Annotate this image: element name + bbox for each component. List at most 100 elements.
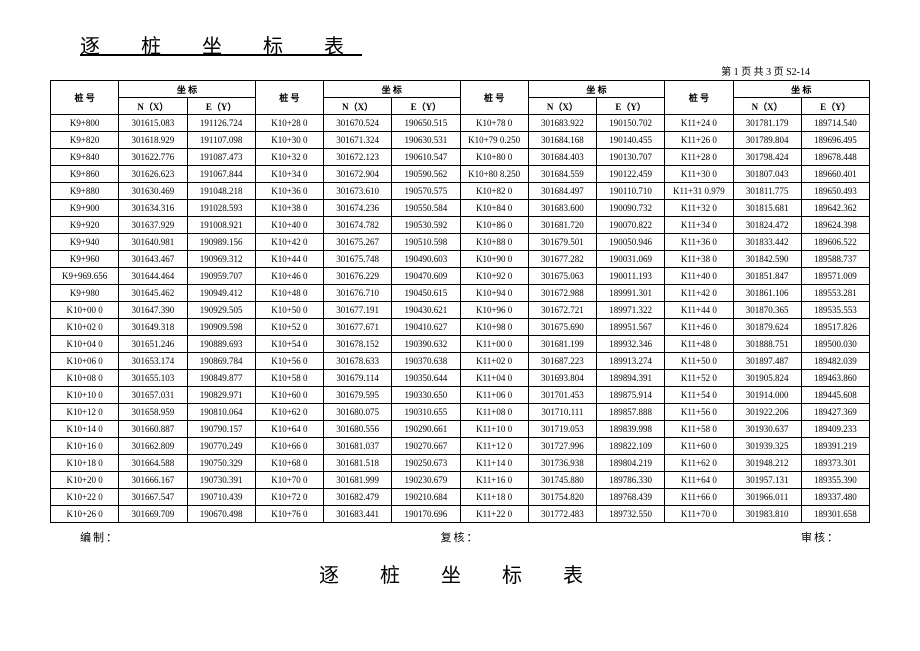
cell: 301675.063 bbox=[528, 268, 596, 285]
cell: K10+80 8.250 bbox=[460, 166, 528, 183]
cell: K10+50 0 bbox=[255, 302, 323, 319]
hdr-ey: E（Y） bbox=[392, 98, 460, 115]
cell: K11+50 0 bbox=[665, 353, 733, 370]
cell: 301679.595 bbox=[324, 387, 392, 404]
cell: 301679.114 bbox=[324, 370, 392, 387]
cell: K10+98 0 bbox=[460, 319, 528, 336]
cell: 301833.442 bbox=[733, 234, 801, 251]
cell: 189678.448 bbox=[801, 149, 869, 166]
hdr-nx: N（X） bbox=[324, 98, 392, 115]
cell: 301658.959 bbox=[119, 404, 187, 421]
cell: 301719.053 bbox=[528, 421, 596, 438]
table-row: K9+880301630.469191048.218K10+36 0301673… bbox=[51, 183, 870, 200]
cell: K11+28 0 bbox=[665, 149, 733, 166]
cell: K11+56 0 bbox=[665, 404, 733, 421]
cell: K11+24 0 bbox=[665, 115, 733, 132]
cell: K10+12 0 bbox=[51, 404, 119, 421]
table-row: K10+10 0301657.031190829.971K10+60 03016… bbox=[51, 387, 870, 404]
cell: 301948.212 bbox=[733, 455, 801, 472]
cell: K10+40 0 bbox=[255, 217, 323, 234]
cell: 301922.206 bbox=[733, 404, 801, 421]
cell: K10+78 0 bbox=[460, 115, 528, 132]
cell: K11+40 0 bbox=[665, 268, 733, 285]
cell: 189894.391 bbox=[597, 370, 665, 387]
cell: 189427.369 bbox=[801, 404, 869, 421]
cell: 189373.301 bbox=[801, 455, 869, 472]
cell: K11+32 0 bbox=[665, 200, 733, 217]
cell: 191067.844 bbox=[187, 166, 255, 183]
hdr-coord: 坐 标 bbox=[119, 81, 256, 98]
cell: K9+820 bbox=[51, 132, 119, 149]
cell: 190510.598 bbox=[392, 234, 460, 251]
cell: 189786.330 bbox=[597, 472, 665, 489]
coord-table: 桩 号 坐 标 桩 号 坐 标 桩 号 坐 标 桩 号 坐 标 N（X） E（Y… bbox=[50, 80, 870, 523]
cell: K10+06 0 bbox=[51, 353, 119, 370]
cell: 191107.098 bbox=[187, 132, 255, 149]
cell: 301672.721 bbox=[528, 302, 596, 319]
cell: 190570.575 bbox=[392, 183, 460, 200]
cell: 190090.732 bbox=[597, 200, 665, 217]
cell: K10+82 0 bbox=[460, 183, 528, 200]
cell: 301674.782 bbox=[324, 217, 392, 234]
cell: K10+00 0 bbox=[51, 302, 119, 319]
table-row: K10+02 0301649.318190909.598K10+52 03016… bbox=[51, 319, 870, 336]
cell: K10+64 0 bbox=[255, 421, 323, 438]
cell: 301622.776 bbox=[119, 149, 187, 166]
cell: K11+46 0 bbox=[665, 319, 733, 336]
cell: K11+44 0 bbox=[665, 302, 733, 319]
cell: 190250.673 bbox=[392, 455, 460, 472]
cell: 301680.556 bbox=[324, 421, 392, 438]
table-row: K10+12 0301658.959190810.064K10+62 03016… bbox=[51, 404, 870, 421]
cell: K10+36 0 bbox=[255, 183, 323, 200]
cell: K11+54 0 bbox=[665, 387, 733, 404]
cell: K10+60 0 bbox=[255, 387, 323, 404]
table-row: K9+800301615.083191126.724K10+28 0301670… bbox=[51, 115, 870, 132]
cell: K10+42 0 bbox=[255, 234, 323, 251]
cell: 189482.039 bbox=[801, 353, 869, 370]
cell: 301657.031 bbox=[119, 387, 187, 404]
hdr-coord: 坐 标 bbox=[528, 81, 665, 98]
cell: 190730.391 bbox=[187, 472, 255, 489]
cell: 301745.880 bbox=[528, 472, 596, 489]
cell: 301649.318 bbox=[119, 319, 187, 336]
cell: K11+00 0 bbox=[460, 336, 528, 353]
cell: K10+88 0 bbox=[460, 234, 528, 251]
cell: K10+66 0 bbox=[255, 438, 323, 455]
footer-mid: 复核： bbox=[441, 529, 480, 545]
cell: K9+940 bbox=[51, 234, 119, 251]
table-row: K9+969.656301644.464190959.707K10+46 030… bbox=[51, 268, 870, 285]
cell: K11+48 0 bbox=[665, 336, 733, 353]
cell: 301681.518 bbox=[324, 455, 392, 472]
cell: K10+70 0 bbox=[255, 472, 323, 489]
table-row: K10+18 0301664.588190750.329K10+68 03016… bbox=[51, 455, 870, 472]
cell: 190959.707 bbox=[187, 268, 255, 285]
cell: 301684.168 bbox=[528, 132, 596, 149]
cell: 301870.365 bbox=[733, 302, 801, 319]
cell: 301674.236 bbox=[324, 200, 392, 217]
cell: 189642.362 bbox=[801, 200, 869, 217]
cell: 189768.439 bbox=[597, 489, 665, 506]
cell: 301670.524 bbox=[324, 115, 392, 132]
table-row: K9+960301643.467190969.312K10+44 0301675… bbox=[51, 251, 870, 268]
cell: 301851.847 bbox=[733, 268, 801, 285]
cell: 189971.322 bbox=[597, 302, 665, 319]
cell: 301939.325 bbox=[733, 438, 801, 455]
cell: 190450.615 bbox=[392, 285, 460, 302]
cell: 190430.621 bbox=[392, 302, 460, 319]
cell: K11+18 0 bbox=[460, 489, 528, 506]
cell: K11+42 0 bbox=[665, 285, 733, 302]
cell: 189913.274 bbox=[597, 353, 665, 370]
cell: 190110.710 bbox=[597, 183, 665, 200]
cell: 301683.922 bbox=[528, 115, 596, 132]
cell: 190470.609 bbox=[392, 268, 460, 285]
cell: 301651.246 bbox=[119, 336, 187, 353]
cell: 301671.324 bbox=[324, 132, 392, 149]
cell: 301811.775 bbox=[733, 183, 801, 200]
cell: K10+80 0 bbox=[460, 149, 528, 166]
cell: 301673.610 bbox=[324, 183, 392, 200]
cell: 301983.810 bbox=[733, 506, 801, 523]
footer-right: 审核： bbox=[801, 529, 840, 545]
cell: K11+14 0 bbox=[460, 455, 528, 472]
hdr-pile: 桩 号 bbox=[51, 81, 119, 115]
cell: 190031.069 bbox=[597, 251, 665, 268]
